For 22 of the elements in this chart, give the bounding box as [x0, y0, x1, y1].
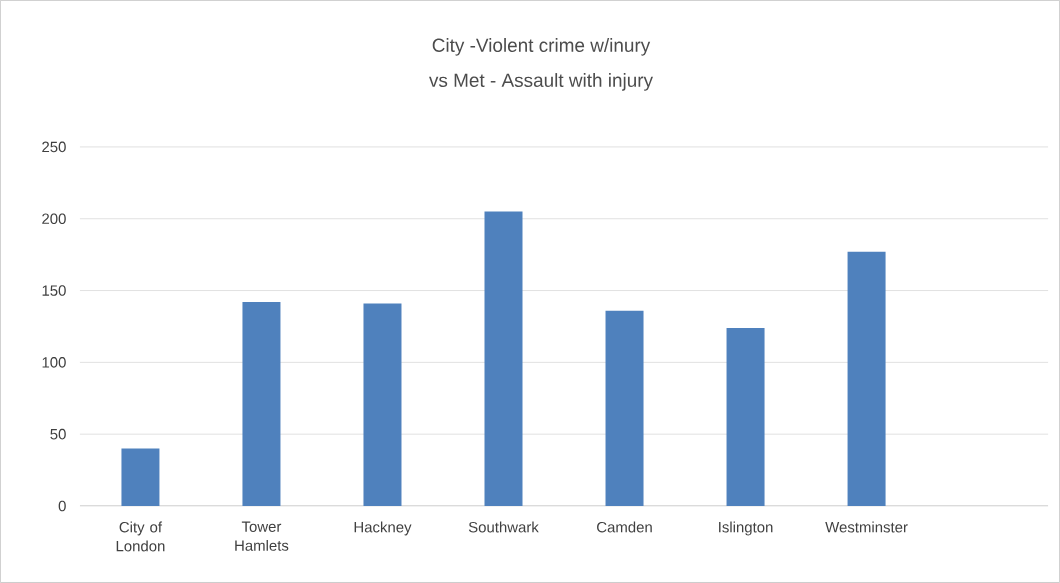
y-tick-label: 50: [50, 428, 66, 440]
y-tick-label: 150: [42, 285, 66, 296]
x-tick-label: City of London: [116, 521, 165, 552]
bar: [847, 251, 886, 507]
y-tick-label: 200: [42, 213, 66, 225]
bar: [242, 302, 281, 507]
x-tick-label: Islington: [719, 521, 773, 536]
x-tick-label: Camden: [597, 521, 652, 533]
x-tick-label: Westminster: [825, 521, 908, 533]
x-tick-label: Hackney: [354, 521, 412, 536]
bar: [121, 448, 160, 507]
chart-subtitle: vs Met - Assault with injury: [429, 73, 653, 91]
x-tick-label: Tower Hamlets: [235, 521, 289, 551]
bar: [484, 211, 523, 507]
y-tick-label: 0: [58, 500, 66, 512]
chart-title: City -Violent crime w/inury: [432, 38, 651, 56]
y-tick-label: 250: [42, 141, 66, 153]
bar: [363, 303, 402, 507]
x-tick-label: Southwark: [468, 521, 539, 533]
bar: [605, 310, 644, 507]
y-tick-label: 100: [42, 357, 66, 368]
bar: [726, 327, 765, 507]
